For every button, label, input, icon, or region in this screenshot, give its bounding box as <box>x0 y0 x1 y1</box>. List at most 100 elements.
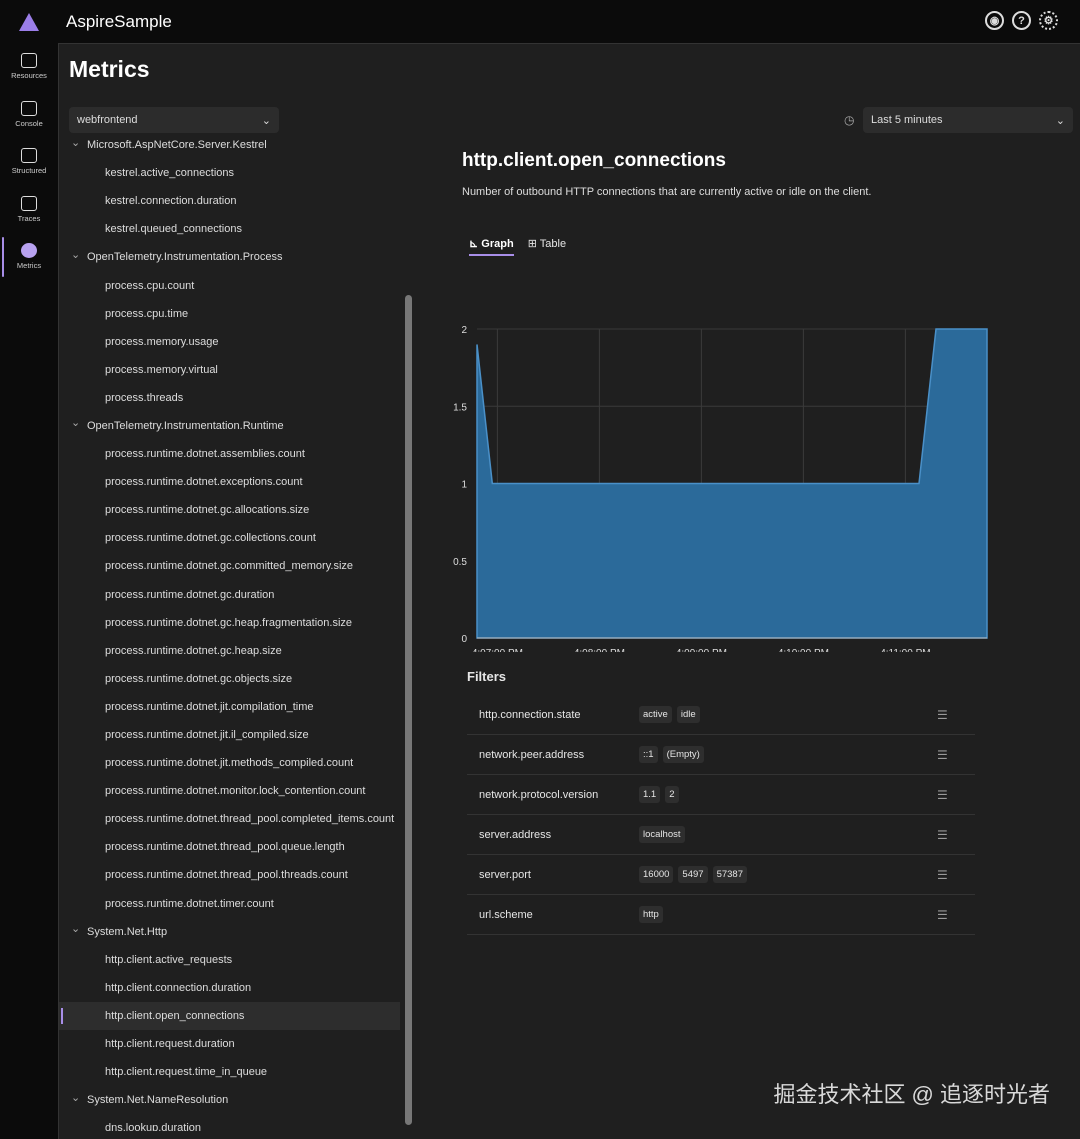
tree-item[interactable]: process.runtime.dotnet.timer.count <box>59 890 404 918</box>
filter-value-chip: http <box>639 906 663 923</box>
tree-item[interactable]: dns.lookup.duration <box>59 1114 404 1131</box>
nav-item-traces[interactable]: Traces <box>0 186 58 234</box>
tree-item[interactable]: http.client.active_requests <box>59 946 404 974</box>
nav-item-console[interactable]: Console <box>0 91 58 139</box>
tree-item[interactable]: process.runtime.dotnet.gc.committed_memo… <box>59 552 404 580</box>
tree-item[interactable]: process.memory.virtual <box>59 356 404 384</box>
metrics-icon <box>21 243 37 259</box>
tree-item[interactable]: kestrel.connection.duration <box>59 187 404 215</box>
x-tick-label: 4:09:00 PM <box>676 648 727 652</box>
filter-row: network.peer.address::1 (Empty) ☰ <box>467 735 975 775</box>
chevron-down-icon: ⌄ <box>1055 114 1065 127</box>
tree-item[interactable]: process.runtime.dotnet.exceptions.count <box>59 468 404 496</box>
tree-item[interactable]: http.client.request.time_in_queue <box>59 1058 404 1086</box>
tree-label: System.Net.NameResolution <box>87 1094 229 1107</box>
structured-icon <box>21 148 37 164</box>
scrollbar-thumb[interactable] <box>405 295 412 1125</box>
filter-row: server.port 16000 5497 57387 ☰ <box>467 855 975 895</box>
tree-item[interactable]: process.runtime.dotnet.thread_pool.compl… <box>59 805 404 833</box>
filter-value-chip: (Empty) <box>662 746 704 763</box>
tree-item[interactable]: http.client.connection.duration <box>59 974 404 1002</box>
tree-item[interactable]: process.cpu.time <box>59 300 404 328</box>
nav-label: Metrics <box>16 261 42 271</box>
tree-label: http.client.active_requests <box>105 953 233 966</box>
tree-label: OpenTelemetry.Instrumentation.Process <box>87 251 283 264</box>
filter-icon[interactable]: ☰ <box>937 787 948 802</box>
resource-select[interactable]: webfrontend ⌄ <box>69 107 279 133</box>
tree-label: kestrel.connection.duration <box>105 195 237 208</box>
tree-item[interactable]: process.runtime.dotnet.jit.methods_compi… <box>59 749 404 777</box>
tab-graph[interactable]: ⊾ Graph <box>469 237 514 256</box>
tree-group[interactable]: System.Net.NameResolution <box>59 1086 404 1114</box>
tree-group[interactable]: OpenTelemetry.Instrumentation.Process <box>59 243 404 271</box>
tree-item[interactable]: process.runtime.dotnet.thread_pool.threa… <box>59 861 404 889</box>
tree-item[interactable]: process.cpu.count <box>59 271 404 299</box>
tree-item[interactable]: process.runtime.dotnet.monitor.lock_cont… <box>59 777 404 805</box>
console-icon <box>21 100 37 116</box>
filter-value-chip: 16000 <box>639 866 674 883</box>
app-title: AspireSample <box>66 11 172 31</box>
tree-item[interactable]: process.runtime.dotnet.thread_pool.queue… <box>59 833 404 861</box>
tree-label: process.runtime.dotnet.gc.heap.fragmenta… <box>105 616 353 629</box>
filter-value-chip: 2 <box>665 786 679 803</box>
filter-icon[interactable]: ☰ <box>937 707 948 722</box>
tree-item[interactable]: http.client.open_connections <box>59 1001 400 1030</box>
filter-name: server.address <box>479 828 552 841</box>
tree-item[interactable]: process.runtime.dotnet.assemblies.count <box>59 440 404 468</box>
tree-item[interactable]: process.runtime.dotnet.gc.heap.size <box>59 637 404 665</box>
tree-item[interactable]: process.runtime.dotnet.gc.allocations.si… <box>59 496 404 524</box>
tree-item[interactable]: process.runtime.dotnet.jit.compilation_t… <box>59 693 404 721</box>
settings-icon[interactable]: ⚙ <box>1039 11 1058 30</box>
filters-heading: Filters <box>467 669 507 684</box>
time-range-value: Last 5 minutes <box>871 114 943 126</box>
time-range-select[interactable]: Last 5 minutes ⌄ <box>863 107 1073 133</box>
nav-item-metrics[interactable]: Metrics <box>0 233 58 281</box>
resources-icon <box>21 53 37 69</box>
tree-item[interactable]: kestrel.queued_connections <box>59 215 404 243</box>
filter-icon[interactable]: ☰ <box>937 827 948 842</box>
nav-item-resources[interactable]: Resources <box>0 43 58 91</box>
y-tick-label: 0 <box>461 634 467 645</box>
filter-icon[interactable]: ☰ <box>937 867 948 882</box>
tree-group[interactable]: OpenTelemetry.Instrumentation.Runtime <box>59 412 404 440</box>
metric-chart: 0 0.5 1 1.5 2 4:07:00 PM 4:08:00 PM 4:09:00 PM 4… <box>453 325 988 652</box>
tree-label: kestrel.active_connections <box>105 167 235 180</box>
github-icon[interactable]: ◉ <box>985 11 1004 30</box>
filter-name: http.connection.state <box>479 708 581 721</box>
tree-item[interactable]: process.runtime.dotnet.gc.objects.size <box>59 665 404 693</box>
tree-label: process.runtime.dotnet.thread_pool.threa… <box>105 869 348 882</box>
nav-item-structured[interactable]: Structured <box>0 138 58 186</box>
tree-item[interactable]: process.memory.usage <box>59 328 404 356</box>
filter-value-chip: ::1 <box>639 746 658 763</box>
nav-label: Traces <box>17 213 41 223</box>
tree-label: dns.lookup.duration <box>105 1122 202 1131</box>
tree-label: Microsoft.AspNetCore.Server.Kestrel <box>87 139 267 152</box>
help-icon[interactable]: ? <box>1012 11 1031 30</box>
filter-name: network.peer.address <box>479 748 585 761</box>
tree-item[interactable]: process.runtime.dotnet.gc.collections.co… <box>59 524 404 552</box>
watermark: 掘金技术社区 @ 追逐时光者 <box>773 1082 1050 1107</box>
metric-description: Number of outbound HTTP connections that… <box>462 186 872 198</box>
tree-scrollbar[interactable] <box>405 150 413 1135</box>
tree-label: process.runtime.dotnet.gc.heap.size <box>105 644 282 657</box>
table-icon: ⊞ <box>527 238 540 250</box>
tree-item[interactable]: process.threads <box>59 384 404 412</box>
tree-label: System.Net.Http <box>87 925 168 938</box>
filter-value-chip: idle <box>676 706 700 723</box>
chevron-down-icon: ⌄ <box>261 114 271 127</box>
tree-item[interactable]: process.runtime.dotnet.gc.heap.fragmenta… <box>59 609 404 637</box>
aspire-logo[interactable] <box>0 12 58 31</box>
tree-label: kestrel.queued_connections <box>105 223 242 236</box>
tree-item[interactable]: kestrel.active_connections <box>59 159 404 187</box>
tab-table[interactable]: ⊞ Table <box>528 237 566 256</box>
tree-group[interactable]: Microsoft.AspNetCore.Server.Kestrel <box>59 131 404 159</box>
filter-value-chip: localhost <box>639 826 685 843</box>
filter-icon[interactable]: ☰ <box>937 907 948 922</box>
metrics-tree: Microsoft.AspNetCore.Server.Kestrel kestr… <box>59 131 404 1131</box>
tree-item[interactable]: process.runtime.dotnet.jit.il_compiled.s… <box>59 721 404 749</box>
filter-icon[interactable]: ☰ <box>937 747 948 762</box>
tree-item[interactable]: process.runtime.dotnet.gc.duration <box>59 581 404 609</box>
tree-item[interactable]: http.client.request.duration <box>59 1030 404 1058</box>
tree-group[interactable]: System.Net.Http <box>59 918 404 946</box>
series-area-connections <box>476 328 988 639</box>
